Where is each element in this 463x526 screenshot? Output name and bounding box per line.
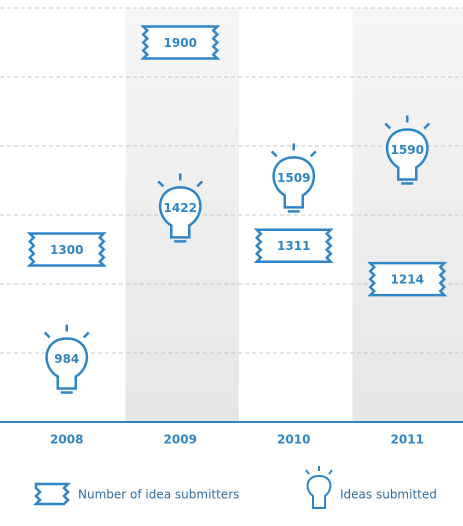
ticket: 1300 (30, 234, 104, 266)
legend: Number of idea submitters Ideas submitte… (36, 466, 437, 508)
x-tick-label: 2011 (391, 433, 424, 447)
value-label: 984 (54, 352, 79, 366)
value-label: 1422 (164, 201, 197, 215)
x-tick-label: 2008 (50, 433, 83, 447)
legend-label: Number of idea submitters (78, 488, 239, 502)
value-label: 1300 (50, 243, 83, 257)
x-tick-label: 2009 (164, 433, 197, 447)
bulb-ray (84, 333, 89, 338)
value-label: 1311 (277, 239, 310, 253)
x-tick-label: 2010 (277, 433, 310, 447)
ticket: 1311 (257, 230, 331, 262)
value-label: 1590 (391, 143, 424, 157)
bulb: 984 (45, 325, 89, 393)
value-label: 1900 (164, 36, 197, 50)
bulb-ray (45, 333, 50, 338)
value-label: 1509 (277, 171, 310, 185)
bulb-ray (311, 151, 316, 156)
bulb: 1509 (272, 143, 316, 211)
ticket: 1214 (370, 263, 444, 295)
legend-label: Ideas submitted (340, 488, 437, 502)
ticket: 1900 (143, 27, 217, 59)
value-label: 1214 (391, 273, 424, 287)
legend-ticket-icon (36, 484, 68, 504)
legend-bulb-icon (306, 466, 332, 508)
bulb-ray (272, 151, 277, 156)
